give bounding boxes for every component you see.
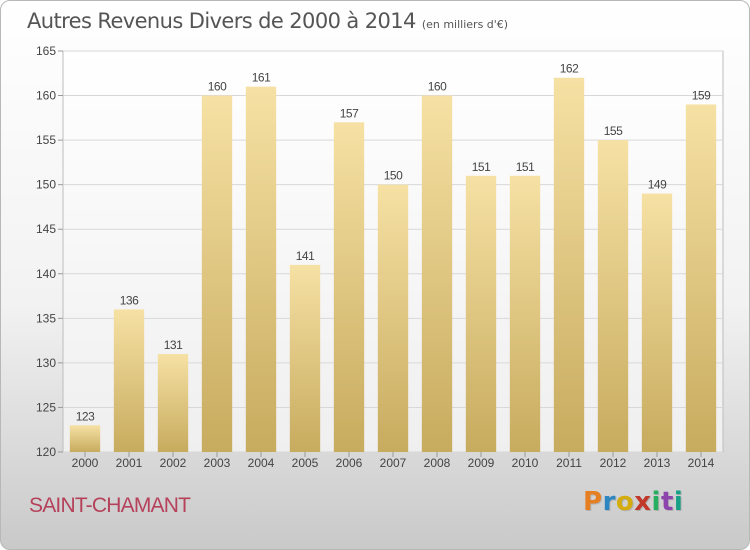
- x-tick-label: 2005: [292, 456, 319, 470]
- data-label-2012: 155: [604, 124, 623, 138]
- y-tick-label: 140: [36, 267, 56, 281]
- x-tick-label: 2011: [556, 456, 582, 470]
- bar-2010: [509, 175, 541, 452]
- bar-2009: [465, 175, 497, 452]
- x-tick-label: 2000: [72, 456, 99, 470]
- data-label-2004: 161: [252, 71, 271, 85]
- bar-2003: [201, 95, 233, 453]
- data-label-2003: 160: [208, 80, 227, 94]
- bar-2004: [245, 86, 277, 453]
- x-tick-label: 2013: [644, 456, 671, 470]
- data-label-2005: 141: [296, 249, 315, 263]
- y-tick-label: 120: [36, 445, 56, 459]
- bar-2008: [421, 95, 453, 453]
- x-tick-label: 2003: [204, 456, 231, 470]
- bar-2012: [597, 140, 629, 452]
- bar-2014: [685, 104, 717, 452]
- x-tick-label: 2002: [160, 456, 187, 470]
- data-label-2008: 160: [428, 80, 447, 94]
- y-tick-label: 165: [36, 44, 56, 58]
- bar-2002: [157, 353, 189, 452]
- y-tick-label: 130: [36, 356, 56, 370]
- x-tick-label: 2014: [688, 456, 715, 470]
- x-tick-label: 2009: [468, 456, 495, 470]
- logo-letter: t: [660, 487, 674, 517]
- x-tick-label: 2008: [424, 456, 451, 470]
- x-tick-label: 2004: [248, 456, 275, 470]
- chart-title-text: Autres Revenus Divers de 2000 à 2014: [27, 9, 416, 33]
- data-label-2007: 150: [384, 169, 403, 183]
- x-tick-label: 2007: [380, 456, 407, 470]
- data-label-2006: 157: [340, 106, 359, 120]
- logo-letter: r: [602, 487, 616, 517]
- bars: 123 136 131 160 161 141 157 150 160 151 151 162 155 1…: [69, 62, 717, 453]
- y-tick-label: 160: [36, 89, 56, 103]
- data-label-2014: 159: [692, 88, 711, 102]
- y-axis: 120 125 130 135 140 145 150 155 160 165: [36, 44, 63, 459]
- y-tick-label: 155: [36, 133, 56, 147]
- x-tick-label: 2012: [600, 456, 627, 470]
- bar-2001: [113, 309, 145, 452]
- commune-name: SAINT-CHAMANT: [29, 494, 191, 517]
- data-label-2010: 151: [516, 160, 535, 174]
- bar-2000: [69, 425, 101, 452]
- chart-unit: (en milliers d'€): [421, 18, 509, 31]
- x-tick-label: 2010: [512, 456, 539, 470]
- y-tick-label: 135: [36, 311, 56, 325]
- bar-2006: [333, 122, 365, 453]
- data-label-2009: 151: [472, 160, 491, 174]
- y-tick-label: 145: [36, 222, 56, 236]
- logo-letter: P: [583, 487, 603, 517]
- data-label-2002: 131: [164, 338, 183, 352]
- y-tick-label: 150: [36, 178, 56, 192]
- x-tick-label: 2001: [116, 456, 143, 470]
- data-label-2011: 162: [560, 62, 579, 76]
- bar-2005: [289, 264, 321, 452]
- logo-letter: o: [615, 487, 635, 517]
- chart-title: Autres Revenus Divers de 2000 à 2014 (en …: [27, 9, 508, 33]
- proxiti-logo[interactable]: Proxiti: [583, 487, 683, 517]
- data-label-2000: 123: [76, 409, 95, 423]
- y-tick-label: 125: [36, 400, 56, 414]
- bar-2013: [641, 193, 673, 453]
- data-label-2013: 149: [648, 178, 667, 192]
- data-label-2001: 136: [120, 293, 139, 307]
- logo-letter: x: [634, 487, 652, 517]
- logo-letter: i: [673, 487, 684, 517]
- bar-2011: [553, 77, 585, 452]
- bar-2007: [377, 184, 409, 452]
- x-axis: 2000 2001 2002 2003 2004 2005 2006 2007 2008 2009…: [72, 452, 715, 470]
- x-tick-label: 2006: [336, 456, 363, 470]
- logo-letter: i: [651, 487, 661, 517]
